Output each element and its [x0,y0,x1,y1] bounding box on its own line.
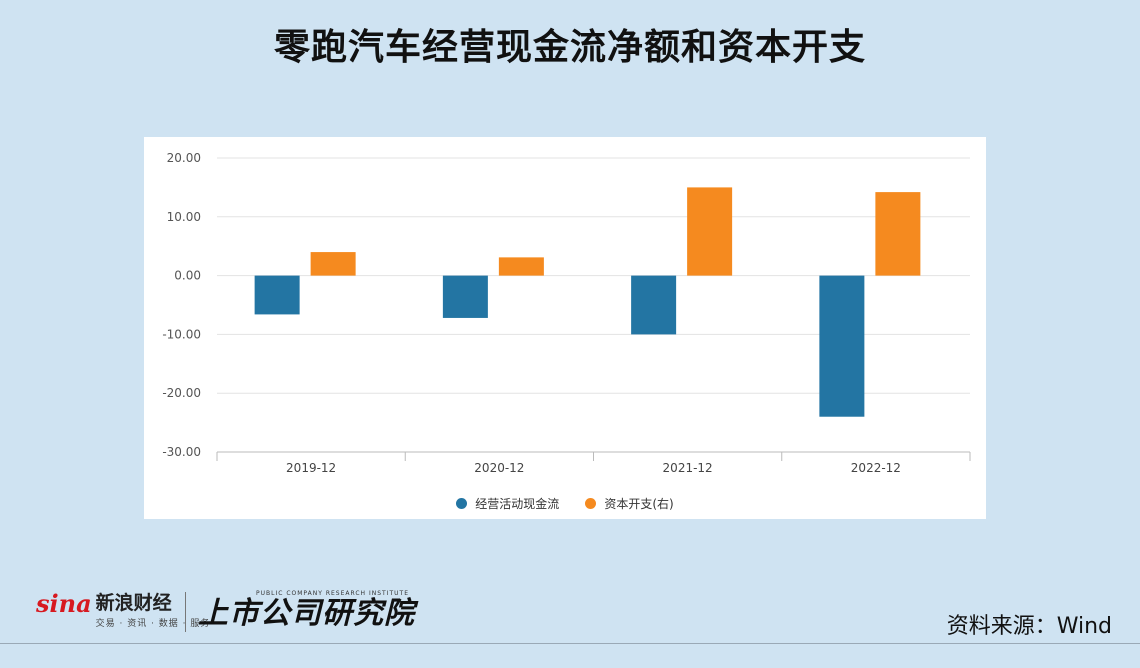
sina-wordmark: sina [36,589,92,618]
x-tick-label: 2020-12 [474,461,524,475]
logo-divider [185,592,186,632]
legend-marker [456,497,468,509]
chart-legend: 经营活动现金流 资本开支(右) [144,493,986,513]
y-tick-label: 20.00 [167,151,201,165]
sina-tagline: 交易 · 资讯 · 数据 · 服务 [95,619,211,629]
legend-item-operating-cash-flow[interactable]: 经营活动现金流 [456,495,559,512]
bar-capex [687,187,733,276]
x-tick-label: 2021-12 [663,461,713,475]
y-tick-label: 0.00 [174,269,201,283]
institute-logo: PUBLIC COMPANY RESEARCH INSTITUTE 上市公司研究… [198,590,415,631]
legend-label: 经营活动现金流 [475,496,560,511]
footer-divider [0,643,1140,644]
data-source: 资料来源：Wind [946,614,1112,639]
chart-title: 零跑汽车经营现金流净额和资本开支 [273,27,866,68]
bar-chart: 20.00 10.00 0.00 -10.00 -20.00 -30.00 2019-12 2… [162,151,971,475]
y-tick-label: -20.00 [162,386,201,400]
y-tick-label: -30.00 [162,445,201,459]
bar-operating-cash-flow [631,275,677,335]
institute-name: 上市公司研究院 [198,596,415,631]
chart-panel: 20.00 10.00 0.00 -10.00 -20.00 -30.00 2019-12 2… [144,137,986,519]
bar-operating-cash-flow [819,275,865,417]
x-tick-label: 2022-12 [851,461,901,475]
legend-label: 资本开支(右) [604,496,674,511]
legend-item-capex[interactable]: 资本开支(右) [585,495,674,512]
sina-brand-name: 新浪财经 [95,592,172,614]
sina-logo: sina 新浪财经 交易 · 资讯 · 数据 · 服务 [36,590,210,634]
y-tick-label: 10.00 [167,210,201,224]
bar-operating-cash-flow [442,275,488,318]
y-tick-label: -10.00 [162,327,201,341]
institute-english-name: PUBLIC COMPANY RESEARCH INSTITUTE [256,590,409,597]
x-tick-label: 2019-12 [286,461,336,475]
bar-operating-cash-flow [254,275,300,315]
bar-capex [310,252,356,276]
legend-marker [585,497,597,509]
bar-capex [875,192,921,276]
bar-capex [498,257,544,276]
